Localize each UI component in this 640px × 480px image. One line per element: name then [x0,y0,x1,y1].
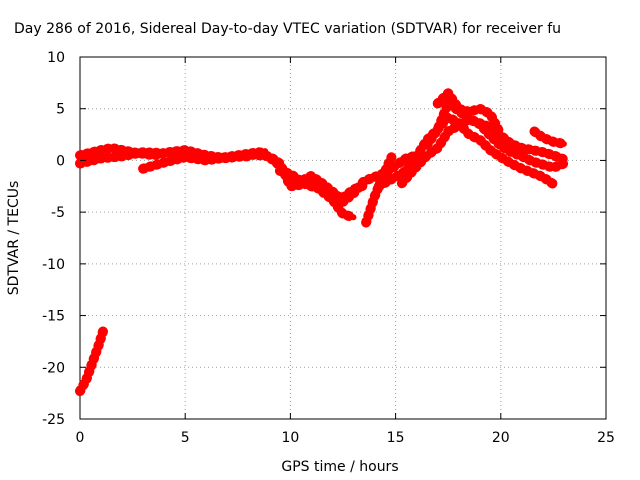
y-tick-label: -10 [42,257,65,273]
x-tick-label: 20 [492,430,510,446]
x-tick-label: 5 [181,430,190,446]
series-markers-s11 [529,126,569,149]
series-group [75,88,569,397]
y-tick-label: -5 [51,205,65,221]
x-tick-label: 15 [387,430,405,446]
grid [80,57,606,419]
series-markers-s5 [274,165,369,203]
x-tick-label: 0 [76,430,85,446]
chart-title: Day 286 of 2016, Sidereal Day-to-day VTE… [14,21,561,37]
x-tick-label: 10 [281,430,299,446]
x-axis-label: GPS time / hours [281,459,398,475]
plot-frame [79,56,607,420]
series-markers-s10 [432,88,506,140]
y-tick-label: -20 [42,360,65,376]
series-markers-s7 [373,112,559,192]
series-markers-s4 [138,146,271,174]
series-markers-s1 [75,326,109,397]
y-tick-label: 10 [47,50,65,66]
x-tick-label: 25 [597,430,615,446]
y-axis-label: SDTVAR / TECUs [6,181,22,296]
y-tick-label: 5 [56,102,65,118]
y-tick-label: -25 [42,412,65,428]
y-tick-label: 0 [56,153,65,169]
y-tick-label: -15 [42,309,65,325]
axis-ticks: 0 5 10 15 20 25 -25 -20 -15 -10 -5 0 5 10 [42,50,615,446]
